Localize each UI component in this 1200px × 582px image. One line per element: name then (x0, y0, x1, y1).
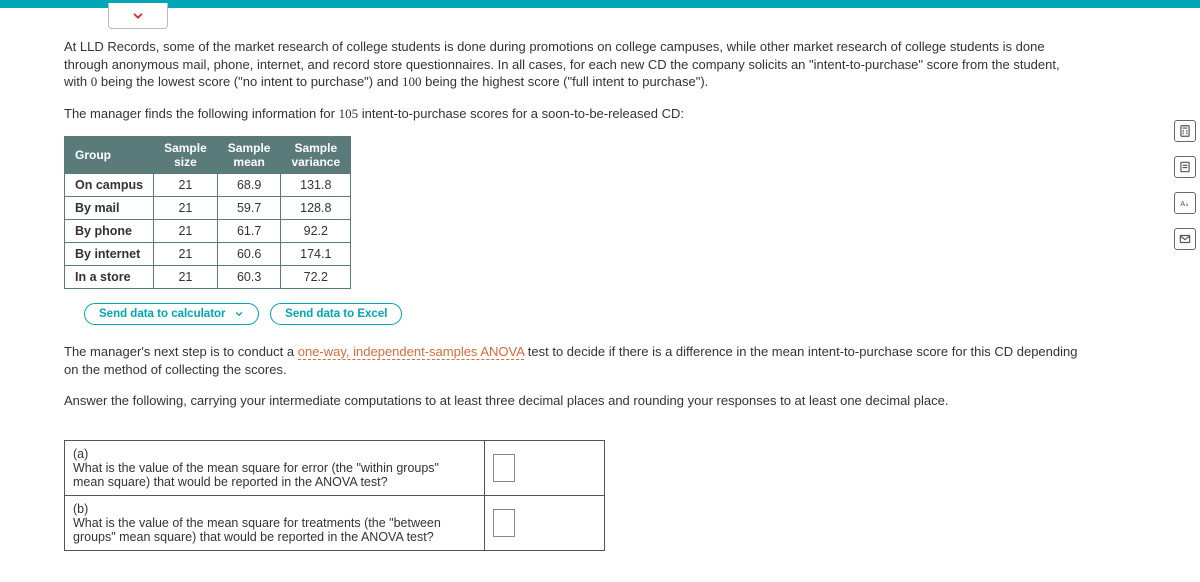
mail-icon[interactable] (1174, 228, 1196, 250)
svg-text:a: a (1186, 202, 1189, 207)
intro-text: The manager finds the following informat… (64, 106, 339, 121)
row-label: By internet (65, 243, 154, 266)
row-label: By phone (65, 220, 154, 243)
cell-mean: 60.3 (217, 266, 281, 289)
chevron-down-icon (131, 9, 145, 23)
cell-var: 131.8 (281, 174, 351, 197)
question-label: (b) (73, 502, 88, 516)
calculator-icon[interactable] (1174, 120, 1196, 142)
question-row-b: (b) What is the value of the mean square… (65, 495, 605, 550)
question-text: What is the value of the mean square for… (73, 516, 458, 544)
questions-table: (a) What is the value of the mean square… (64, 440, 605, 551)
font-size-icon[interactable]: Aa (1174, 192, 1196, 214)
sample-data-table: Group Samplesize Samplemean Samplevarian… (64, 136, 351, 289)
row-label: In a store (65, 266, 154, 289)
svg-text:A: A (1180, 201, 1185, 208)
question-label: (a) (73, 447, 88, 461)
tab-dropdown[interactable] (108, 3, 168, 29)
header-mean: Samplemean (217, 137, 281, 174)
answer-input-a[interactable] (493, 454, 515, 482)
question-text: What is the value of the mean square for… (73, 461, 458, 489)
anova-link[interactable]: one-way, independent-samples ANOVA (298, 344, 524, 360)
header-variance: Samplevariance (281, 137, 351, 174)
send-to-calculator-button[interactable]: Send data to calculator (84, 303, 259, 325)
button-label: Send data to calculator (99, 308, 226, 320)
hundred-value: 100 (402, 74, 422, 89)
table-row: In a store 21 60.3 72.2 (65, 266, 351, 289)
cell-size: 21 (154, 266, 218, 289)
cell-mean: 60.6 (217, 243, 281, 266)
cell-var: 92.2 (281, 220, 351, 243)
table-row: By mail 21 59.7 128.8 (65, 197, 351, 220)
chevron-down-icon (234, 309, 244, 319)
intro-text: being the highest score ("full intent to… (422, 74, 709, 89)
post-paragraph-2: Answer the following, carrying your inte… (64, 392, 1086, 410)
cell-var: 72.2 (281, 266, 351, 289)
cell-mean: 68.9 (217, 174, 281, 197)
table-row: By phone 21 61.7 92.2 (65, 220, 351, 243)
cell-var: 128.8 (281, 197, 351, 220)
post-text: The manager's next step is to conduct a (64, 344, 298, 359)
intro-text: intent-to-purchase scores for a soon-to-… (358, 106, 684, 121)
row-label: On campus (65, 174, 154, 197)
table-row: On campus 21 68.9 131.8 (65, 174, 351, 197)
cell-size: 21 (154, 174, 218, 197)
count-value: 105 (339, 106, 359, 121)
cell-size: 21 (154, 197, 218, 220)
cell-size: 21 (154, 220, 218, 243)
cell-mean: 59.7 (217, 197, 281, 220)
post-paragraph-1: The manager's next step is to conduct a … (64, 343, 1086, 378)
intro-paragraph-2: The manager finds the following informat… (64, 105, 1086, 123)
question-row-a: (a) What is the value of the mean square… (65, 440, 605, 495)
cell-var: 174.1 (281, 243, 351, 266)
cell-size: 21 (154, 243, 218, 266)
header-size: Samplesize (154, 137, 218, 174)
notes-icon[interactable] (1174, 156, 1196, 178)
top-bar (0, 0, 1200, 8)
answer-input-b[interactable] (493, 509, 515, 537)
send-to-excel-button[interactable]: Send data to Excel (270, 303, 402, 325)
header-group: Group (65, 137, 154, 174)
side-toolbar: Aa (1174, 120, 1196, 250)
intro-text: being the lowest score ("no intent to pu… (97, 74, 402, 89)
intro-paragraph-1: At LLD Records, some of the market resea… (64, 38, 1086, 91)
row-label: By mail (65, 197, 154, 220)
cell-mean: 61.7 (217, 220, 281, 243)
table-row: By internet 21 60.6 174.1 (65, 243, 351, 266)
button-label: Send data to Excel (285, 308, 387, 320)
